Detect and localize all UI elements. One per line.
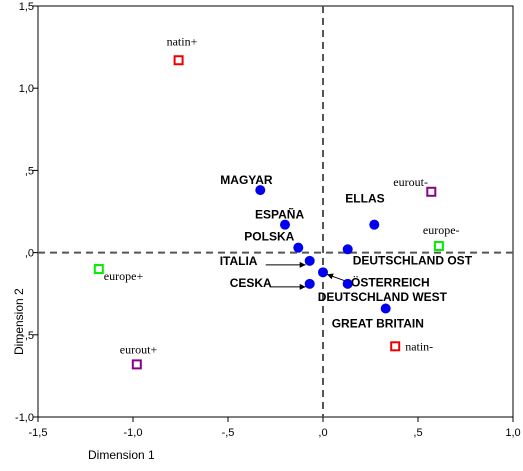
y-tick-label: ,5 [25,165,34,177]
leader-arrowhead-ceska [299,283,306,290]
point-natin [390,341,401,352]
point-deutschland-west [342,278,353,289]
label-eurout-plus: eurout+ [120,342,158,356]
point-europe [433,241,444,252]
leader-arrowhead-italia [299,261,306,268]
label-ellas: ELLAS [345,192,384,206]
point-espana [280,219,290,230]
y-tick-label: -1,0 [15,412,34,424]
point-ceska [304,278,315,289]
label-italia: ITALIA [220,254,258,268]
label-deutschland-ost: DEUTSCHLAND OST [353,253,473,267]
leader-arrowhead-osterreich [327,273,334,280]
point-polska [293,242,304,253]
label-natin-plus: natin+ [167,34,198,48]
label-great-britain: GREAT BRITAIN [332,316,424,330]
plot-frame [37,5,514,418]
label-natin: natin- [405,339,433,353]
x-tick-label: 1,0 [505,427,520,439]
point-europe-plus [93,264,104,275]
label-magyar: MAGYAR [220,173,273,187]
point-deutschland-ost [342,244,353,255]
x-tick-label: -1,5 [29,427,48,439]
y-tick-label: 1,0 [19,83,34,95]
label-ceska: CESKA [230,276,272,290]
point-great-britain [380,303,391,314]
y-tick-label: ,0 [25,248,34,260]
label-osterreich: ÖSTERREICH [351,274,430,289]
x-tick-label: -,5 [222,427,235,439]
x-tick-label: -1,0 [124,427,143,439]
point-eurout-plus [131,359,142,370]
label-eurout: eurout- [393,175,428,189]
x-tick-label: ,0 [318,427,327,439]
point-ellas [369,219,380,230]
label-polska: POLSKA [244,230,294,244]
label-espana: ESPAÑA [255,207,304,222]
y-axis-title: Dimension 2 [12,288,26,355]
point-osterreich [318,267,328,278]
point-eurout [426,186,437,197]
point-natin-plus [173,55,184,66]
label-europe: europe- [423,223,460,237]
x-axis-title: Dimension 1 [88,448,155,462]
x-tick-label: ,5 [413,427,422,439]
label-deutschland-west: DEUTSCHLAND WEST [318,290,448,304]
label-europe-plus: europe+ [104,269,144,283]
y-tick-label: -,5 [21,330,34,342]
point-magyar [255,185,266,196]
y-tick-label: 1,5 [19,1,34,13]
point-italia [304,255,315,266]
